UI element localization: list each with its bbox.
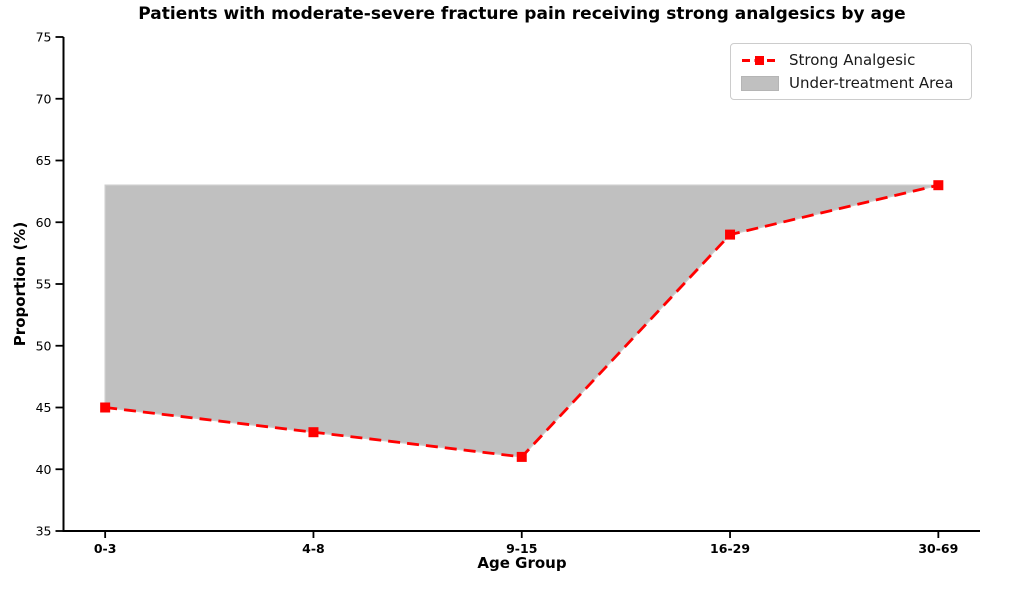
- chart-title: Patients with moderate-severe fracture p…: [138, 4, 906, 24]
- x-tick-label: 30-69: [918, 541, 958, 556]
- y-axis-label: Proportion (%): [11, 221, 29, 347]
- data-point-marker: [725, 229, 736, 240]
- y-tick-label: 55: [36, 277, 52, 292]
- red-dashed-line-icon: [742, 55, 778, 65]
- x-tick-label: 16-29: [710, 541, 750, 556]
- legend-item-under-treatment-area: Under-treatment Area: [741, 74, 961, 92]
- y-tick-label: 65: [36, 153, 52, 168]
- data-point-marker: [933, 180, 944, 191]
- data-point-marker: [100, 402, 111, 413]
- x-tick-label: 4-8: [302, 541, 325, 556]
- y-tick-label: 50: [36, 338, 52, 353]
- legend-item-strong-analgesic: Strong Analgesic: [741, 51, 961, 69]
- y-tick-label: 70: [36, 91, 52, 106]
- x-tick-label: 0-3: [94, 541, 117, 556]
- under-treatment-area: [104, 184, 939, 458]
- y-tick-label: 75: [36, 30, 52, 45]
- legend-box: Strong Analgesic Under-treatment Area: [730, 43, 972, 100]
- x-axis-label: Age Group: [477, 554, 567, 572]
- gray-area-patch-icon: [741, 75, 779, 91]
- data-point-marker: [308, 427, 319, 438]
- y-tick-label: 35: [36, 524, 52, 539]
- y-tick-label: 45: [36, 400, 52, 415]
- y-tick-label: 40: [36, 462, 52, 477]
- legend-label: Strong Analgesic: [789, 51, 916, 69]
- x-tick-label: 9-15: [506, 541, 537, 556]
- y-tick-label: 60: [36, 215, 52, 230]
- data-point-marker: [516, 451, 527, 462]
- legend-label: Under-treatment Area: [789, 74, 954, 92]
